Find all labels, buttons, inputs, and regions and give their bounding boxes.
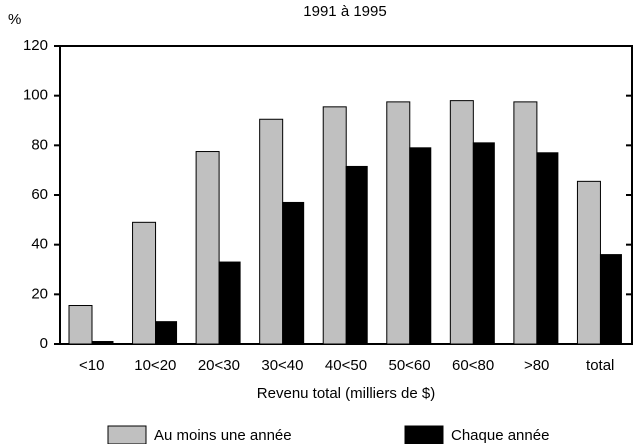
bar: [449, 100, 474, 345]
chart-title: 1991 à 1995: [303, 3, 386, 20]
x-tick-label: 60<80: [452, 357, 494, 374]
bar: [513, 101, 538, 345]
bar: [282, 201, 305, 345]
bar: [386, 101, 411, 345]
bar: [68, 305, 93, 345]
x-tick-label: 50<60: [388, 357, 430, 374]
bar: [91, 341, 114, 345]
y-axis-label: %: [8, 11, 21, 28]
bar: [472, 142, 495, 345]
legend-label: Au moins une année: [154, 427, 292, 444]
bar: [536, 152, 559, 345]
bar: [599, 254, 622, 345]
y-tick-label: 80: [31, 136, 48, 153]
bar: [345, 165, 368, 345]
x-tick-label: 30<40: [261, 357, 303, 374]
x-tick-label: 20<30: [198, 357, 240, 374]
bar: [409, 147, 432, 345]
y-tick-label: 0: [40, 335, 48, 352]
bar: [195, 151, 220, 345]
bar: [576, 180, 601, 345]
x-tick-label: <10: [79, 357, 104, 374]
bar: [322, 106, 347, 345]
x-axis-label: Revenu total (milliers de $): [257, 385, 435, 402]
y-tick-label: 120: [23, 37, 48, 54]
legend-label: Chaque année: [451, 427, 549, 444]
x-tick-label: 40<50: [325, 357, 367, 374]
y-tick-label: 40: [31, 236, 48, 253]
y-tick-label: 100: [23, 87, 48, 104]
bar: [259, 118, 284, 345]
x-tick-label: >80: [524, 357, 549, 374]
y-tick-label: 20: [31, 285, 48, 302]
bar: [218, 261, 241, 345]
legend-swatch: [404, 425, 444, 444]
y-tick-label: 60: [31, 186, 48, 203]
x-tick-label: total: [586, 357, 614, 374]
bar: [155, 321, 178, 345]
legend-swatch: [107, 425, 147, 444]
x-tick-label: 10<20: [134, 357, 176, 374]
bar: [132, 221, 157, 345]
